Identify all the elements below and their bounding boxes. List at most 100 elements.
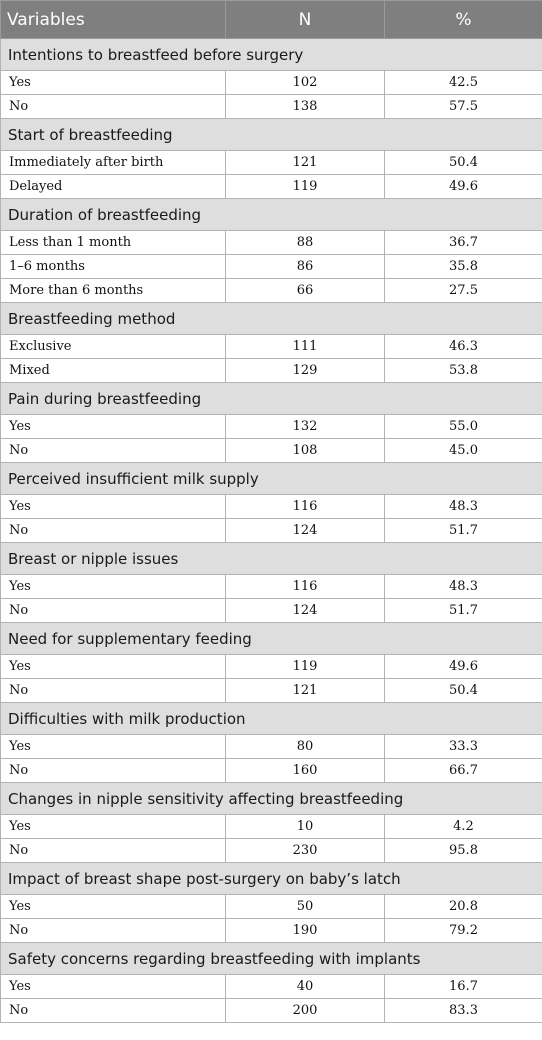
row-n-value: 116 [225, 494, 385, 519]
row-percent-value: 51.7 [384, 598, 542, 623]
row-percent-value: 79.2 [384, 918, 542, 943]
section-header-row: Changes in nipple sensitivity affecting … [0, 782, 542, 815]
row-label: Exclusive [0, 334, 226, 359]
section-title: Difficulties with milk production [0, 702, 542, 735]
section-title: Breastfeeding method [0, 302, 542, 335]
row-n-value: 132 [225, 414, 385, 439]
row-label: No [0, 758, 226, 783]
section-header-row: Need for supplementary feeding [0, 622, 542, 655]
row-n-value: 40 [225, 974, 385, 999]
row-percent-value: 50.4 [384, 678, 542, 703]
table-row: 1–6 months 86 35.8 [0, 254, 542, 279]
table-row: No 121 50.4 [0, 678, 542, 703]
section-title: Impact of breast shape post-surgery on b… [0, 862, 542, 895]
table-row: Yes 119 49.6 [0, 654, 542, 679]
row-percent-value: 33.3 [384, 734, 542, 759]
section-title: Start of breastfeeding [0, 118, 542, 151]
row-label: Yes [0, 574, 226, 599]
row-label: Yes [0, 974, 226, 999]
table-row: No 124 51.7 [0, 598, 542, 623]
row-n-value: 102 [225, 70, 385, 95]
row-n-value: 160 [225, 758, 385, 783]
section-header-row: Breastfeeding method [0, 302, 542, 335]
row-percent-value: 27.5 [384, 278, 542, 303]
row-percent-value: 66.7 [384, 758, 542, 783]
row-n-value: 86 [225, 254, 385, 279]
row-label: Yes [0, 494, 226, 519]
table-row: Yes 102 42.5 [0, 70, 542, 95]
row-percent-value: 48.3 [384, 494, 542, 519]
table-row: Yes 50 20.8 [0, 894, 542, 919]
row-n-value: 111 [225, 334, 385, 359]
row-label: No [0, 678, 226, 703]
row-label: No [0, 518, 226, 543]
section-title: Pain during breastfeeding [0, 382, 542, 415]
row-percent-value: 42.5 [384, 70, 542, 95]
row-label: No [0, 438, 226, 463]
section-title: Need for supplementary feeding [0, 622, 542, 655]
header-variables: Variables [0, 0, 226, 39]
row-n-value: 119 [225, 654, 385, 679]
row-n-value: 200 [225, 998, 385, 1023]
header-n: N [225, 0, 385, 39]
row-n-value: 66 [225, 278, 385, 303]
row-label: Yes [0, 814, 226, 839]
table-row: Yes 80 33.3 [0, 734, 542, 759]
table-row: Delayed 119 49.6 [0, 174, 542, 199]
row-label: No [0, 918, 226, 943]
row-percent-value: 35.8 [384, 254, 542, 279]
table-row: Mixed 129 53.8 [0, 358, 542, 383]
row-n-value: 124 [225, 518, 385, 543]
table-row: Yes 116 48.3 [0, 574, 542, 599]
table-row: Yes 10 4.2 [0, 814, 542, 839]
row-percent-value: 49.6 [384, 654, 542, 679]
row-percent-value: 95.8 [384, 838, 542, 863]
row-percent-value: 45.0 [384, 438, 542, 463]
row-label: More than 6 months [0, 278, 226, 303]
section-header-row: Perceived insufficient milk supply [0, 462, 542, 495]
section-header-row: Intentions to breastfeed before surgery [0, 38, 542, 71]
table-row: Yes 40 16.7 [0, 974, 542, 999]
row-percent-value: 36.7 [384, 230, 542, 255]
row-percent-value: 20.8 [384, 894, 542, 919]
table-row: Yes 116 48.3 [0, 494, 542, 519]
table-header-row: Variables N % [0, 0, 542, 39]
row-label: Yes [0, 894, 226, 919]
row-percent-value: 53.8 [384, 358, 542, 383]
section-title: Perceived insufficient milk supply [0, 462, 542, 495]
row-percent-value: 51.7 [384, 518, 542, 543]
row-label: Immediately after birth [0, 150, 226, 175]
row-n-value: 80 [225, 734, 385, 759]
section-header-row: Safety concerns regarding breastfeeding … [0, 942, 542, 975]
row-n-value: 124 [225, 598, 385, 623]
row-percent-value: 57.5 [384, 94, 542, 119]
table-row: No 108 45.0 [0, 438, 542, 463]
row-n-value: 50 [225, 894, 385, 919]
section-header-row: Impact of breast shape post-surgery on b… [0, 862, 542, 895]
section-title: Breast or nipple issues [0, 542, 542, 575]
row-n-value: 108 [225, 438, 385, 463]
table-row: Immediately after birth 121 50.4 [0, 150, 542, 175]
section-header-row: Start of breastfeeding [0, 118, 542, 151]
table-row: No 190 79.2 [0, 918, 542, 943]
table-row: Less than 1 month 88 36.7 [0, 230, 542, 255]
section-header-row: Pain during breastfeeding [0, 382, 542, 415]
row-label: No [0, 94, 226, 119]
table-row: No 230 95.8 [0, 838, 542, 863]
row-percent-value: 55.0 [384, 414, 542, 439]
row-n-value: 190 [225, 918, 385, 943]
table-body: Intentions to breastfeed before surgery Y… [0, 38, 542, 1023]
row-percent-value: 49.6 [384, 174, 542, 199]
row-n-value: 121 [225, 150, 385, 175]
row-n-value: 121 [225, 678, 385, 703]
section-header-row: Breast or nipple issues [0, 542, 542, 575]
header-percent: % [384, 0, 542, 39]
row-percent-value: 16.7 [384, 974, 542, 999]
row-percent-value: 4.2 [384, 814, 542, 839]
table-row: No 138 57.5 [0, 94, 542, 119]
row-label: Yes [0, 414, 226, 439]
section-title: Safety concerns regarding breastfeeding … [0, 942, 542, 975]
table-row: No 200 83.3 [0, 998, 542, 1023]
row-label: Mixed [0, 358, 226, 383]
